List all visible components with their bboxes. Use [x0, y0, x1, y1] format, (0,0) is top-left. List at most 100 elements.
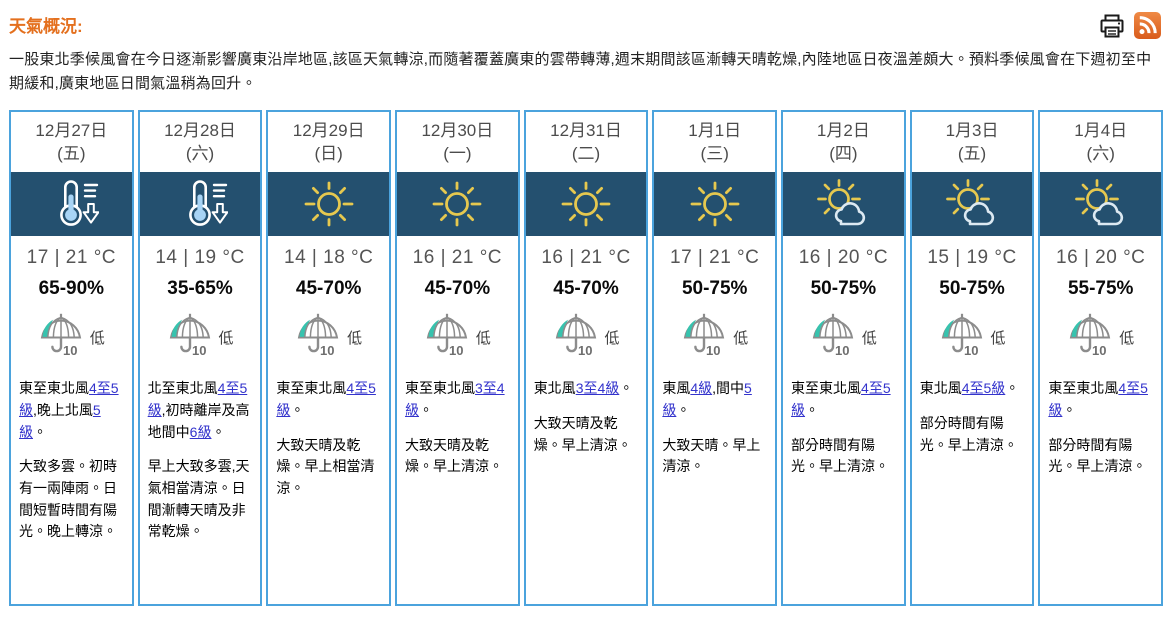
temperature-range: 14 | 19 °C: [155, 247, 245, 269]
temperature-range: 16 | 20 °C: [1056, 247, 1146, 269]
weather-icon-band: [268, 172, 390, 237]
temperature-range: 16 | 21 °C: [541, 247, 631, 269]
svg-text:10: 10: [1092, 343, 1106, 357]
date-label: 1月2日: [816, 120, 870, 140]
date-label: 1月3日: [945, 120, 999, 140]
wind-force-link[interactable]: 5級: [662, 380, 752, 418]
rain-umbrella-icon: 10: [167, 312, 214, 362]
temperature-range: 16 | 21 °C: [412, 247, 503, 269]
svg-text:10: 10: [449, 343, 463, 357]
weekday-label: (二): [571, 144, 601, 164]
wind-force-link[interactable]: 4至5級: [791, 380, 891, 418]
wind-force-link[interactable]: 4至5級: [147, 380, 248, 418]
forecast-date: 12月30日 (一): [397, 112, 518, 173]
psr-level-label: 低: [861, 329, 877, 347]
psr-row: 10 低: [1040, 313, 1161, 361]
forecast-date: 1月2日 (四): [783, 112, 904, 173]
humidity-range: 50-75%: [810, 278, 877, 300]
forecast-card: 12月28日 (六) 14 | 19 °C 35-65% 10 低 北至東北風4…: [137, 109, 263, 606]
sun-cloud-icon: [814, 178, 872, 230]
weather-forecast: 部分時間有陽光。早上清涼。: [1048, 436, 1147, 475]
weather-forecast: 大致天晴及乾燥。早上相當清涼。: [276, 436, 375, 496]
humidity-range: 55-75%: [1067, 278, 1134, 300]
weekday-label: (五): [57, 144, 86, 164]
forecast-card: 12月31日 (二) 16 | 21 °C 45-70% 10 低 東北風3至4…: [523, 109, 649, 606]
wind-force-link[interactable]: 4級: [690, 380, 713, 397]
humidity-range: 65-90%: [38, 278, 105, 300]
humidity-range: 45-70%: [553, 278, 619, 300]
wind-force-link[interactable]: 4至5級: [961, 380, 1006, 397]
weekday-label: (一): [443, 144, 472, 164]
psr-level-label: 低: [218, 329, 234, 347]
weather-icon-band: [654, 172, 776, 237]
rain-umbrella-icon: 10: [939, 312, 986, 362]
date-label: 12月28日: [164, 120, 236, 140]
wind-force-link[interactable]: 3至4級: [405, 380, 505, 418]
weather-icon-band: [911, 172, 1033, 237]
psr-level-label: 低: [347, 329, 363, 347]
forecast-card: 12月29日 (日) 14 | 18 °C 45-70% 10 低 東至東北風4…: [266, 109, 392, 606]
psr-row: 10 低: [783, 313, 904, 361]
rss-button[interactable]: [1133, 12, 1161, 40]
sunny-icon: [301, 178, 357, 230]
thermometer-falling-icon: [43, 178, 100, 230]
weather-icon-band: [1040, 172, 1162, 237]
header-row: 天氣概況:: [9, 8, 1163, 46]
forecast-date: 1月4日 (六): [1040, 112, 1161, 173]
wind-forecast: 東至東北風4至5級。: [276, 380, 376, 418]
wind-forecast: 東至東北風4至5級。: [791, 380, 891, 418]
wind-force-link[interactable]: 4至5級: [19, 380, 119, 418]
wind-forecast: 北至東北風4至5級,初時離岸及高地間中6級。: [147, 380, 250, 440]
forecast-cards: 12月27日 (五) 17 | 21 °C 65-90% 10 低 東至東北風4…: [9, 109, 1164, 606]
sunny-icon: [558, 178, 614, 230]
humidity-range: 50-75%: [939, 278, 1005, 300]
psr-row: 10 低: [912, 313, 1033, 361]
psr-row: 10 低: [140, 313, 261, 361]
forecast-date: 12月31日 (二): [526, 112, 647, 173]
wind-forecast: 東至東北風3至4級。: [405, 380, 505, 418]
wind-force-link[interactable]: 3至4級: [575, 380, 620, 397]
wind-forecast: 東風4級,間中5級。: [662, 380, 752, 418]
svg-text:10: 10: [63, 343, 77, 357]
sunny-icon: [429, 178, 485, 230]
humidity-range: 45-70%: [295, 278, 362, 300]
weather-forecast: 部分時間有陽光。早上清涼。: [919, 414, 1018, 453]
temperature-range: 17 | 21 °C: [26, 247, 117, 269]
humidity-range: 45-70%: [424, 278, 491, 300]
weather-icon-band: [397, 172, 518, 237]
rain-umbrella-icon: 10: [553, 312, 600, 362]
wind-force-link[interactable]: 4至5級: [276, 380, 376, 418]
rain-umbrella-icon: 10: [38, 312, 85, 362]
forecast-card: 12月27日 (五) 17 | 21 °C 65-90% 10 低 東至東北風4…: [9, 109, 134, 606]
forecast-card: 1月4日 (六) 16 | 20 °C 55-75% 10 低 東至東北風4至5…: [1038, 109, 1164, 606]
humidity-range: 50-75%: [681, 278, 748, 300]
rain-umbrella-icon: 10: [295, 312, 342, 362]
rain-umbrella-icon: 10: [681, 312, 728, 362]
humidity-range: 35-65%: [167, 278, 233, 300]
sun-cloud-icon: [1072, 178, 1130, 230]
print-button[interactable]: [1098, 12, 1126, 40]
temperature-range: 17 | 21 °C: [670, 247, 760, 269]
date-label: 1月4日: [1074, 120, 1128, 140]
forecast-date: 1月1日 (三): [654, 112, 775, 173]
wind-forecast: 東北風3至4級。: [533, 380, 634, 397]
date-label: 1月1日: [688, 120, 742, 140]
svg-text:10: 10: [706, 343, 720, 357]
wind-forecast: 東至東北風4至5級。: [1048, 380, 1148, 418]
header-icons: [1098, 12, 1161, 40]
wind-force-link[interactable]: 4至5級: [1048, 380, 1148, 418]
rain-umbrella-icon: 10: [1067, 312, 1114, 362]
weather-summary: 一股東北季候風會在今日逐漸影響廣東沿岸地區,該區天氣轉涼,而隨著覆蓋廣東的雲帶轉…: [9, 51, 1152, 93]
forecast-card: 1月3日 (五) 15 | 19 °C 50-75% 10 低 東北風4至5級。…: [909, 109, 1035, 606]
weather-overview-page: 天氣概況:: [9, 8, 1164, 606]
date-label: 12月31日: [550, 120, 622, 140]
psr-row: 10 低: [397, 313, 518, 361]
forecast-date: 12月29日 (日): [268, 112, 389, 173]
wind-force-link[interactable]: 6級: [189, 423, 212, 440]
temperature-range: 15 | 19 °C: [927, 247, 1017, 269]
weekday-label: (四): [829, 144, 858, 164]
wind-forecast: 東北風4至5級。: [919, 380, 1020, 397]
wind-force-link[interactable]: 5級: [19, 401, 101, 440]
temperature-range: 16 | 20 °C: [798, 247, 889, 269]
weather-forecast: 部分時間有陽光。早上清涼。: [791, 436, 890, 475]
